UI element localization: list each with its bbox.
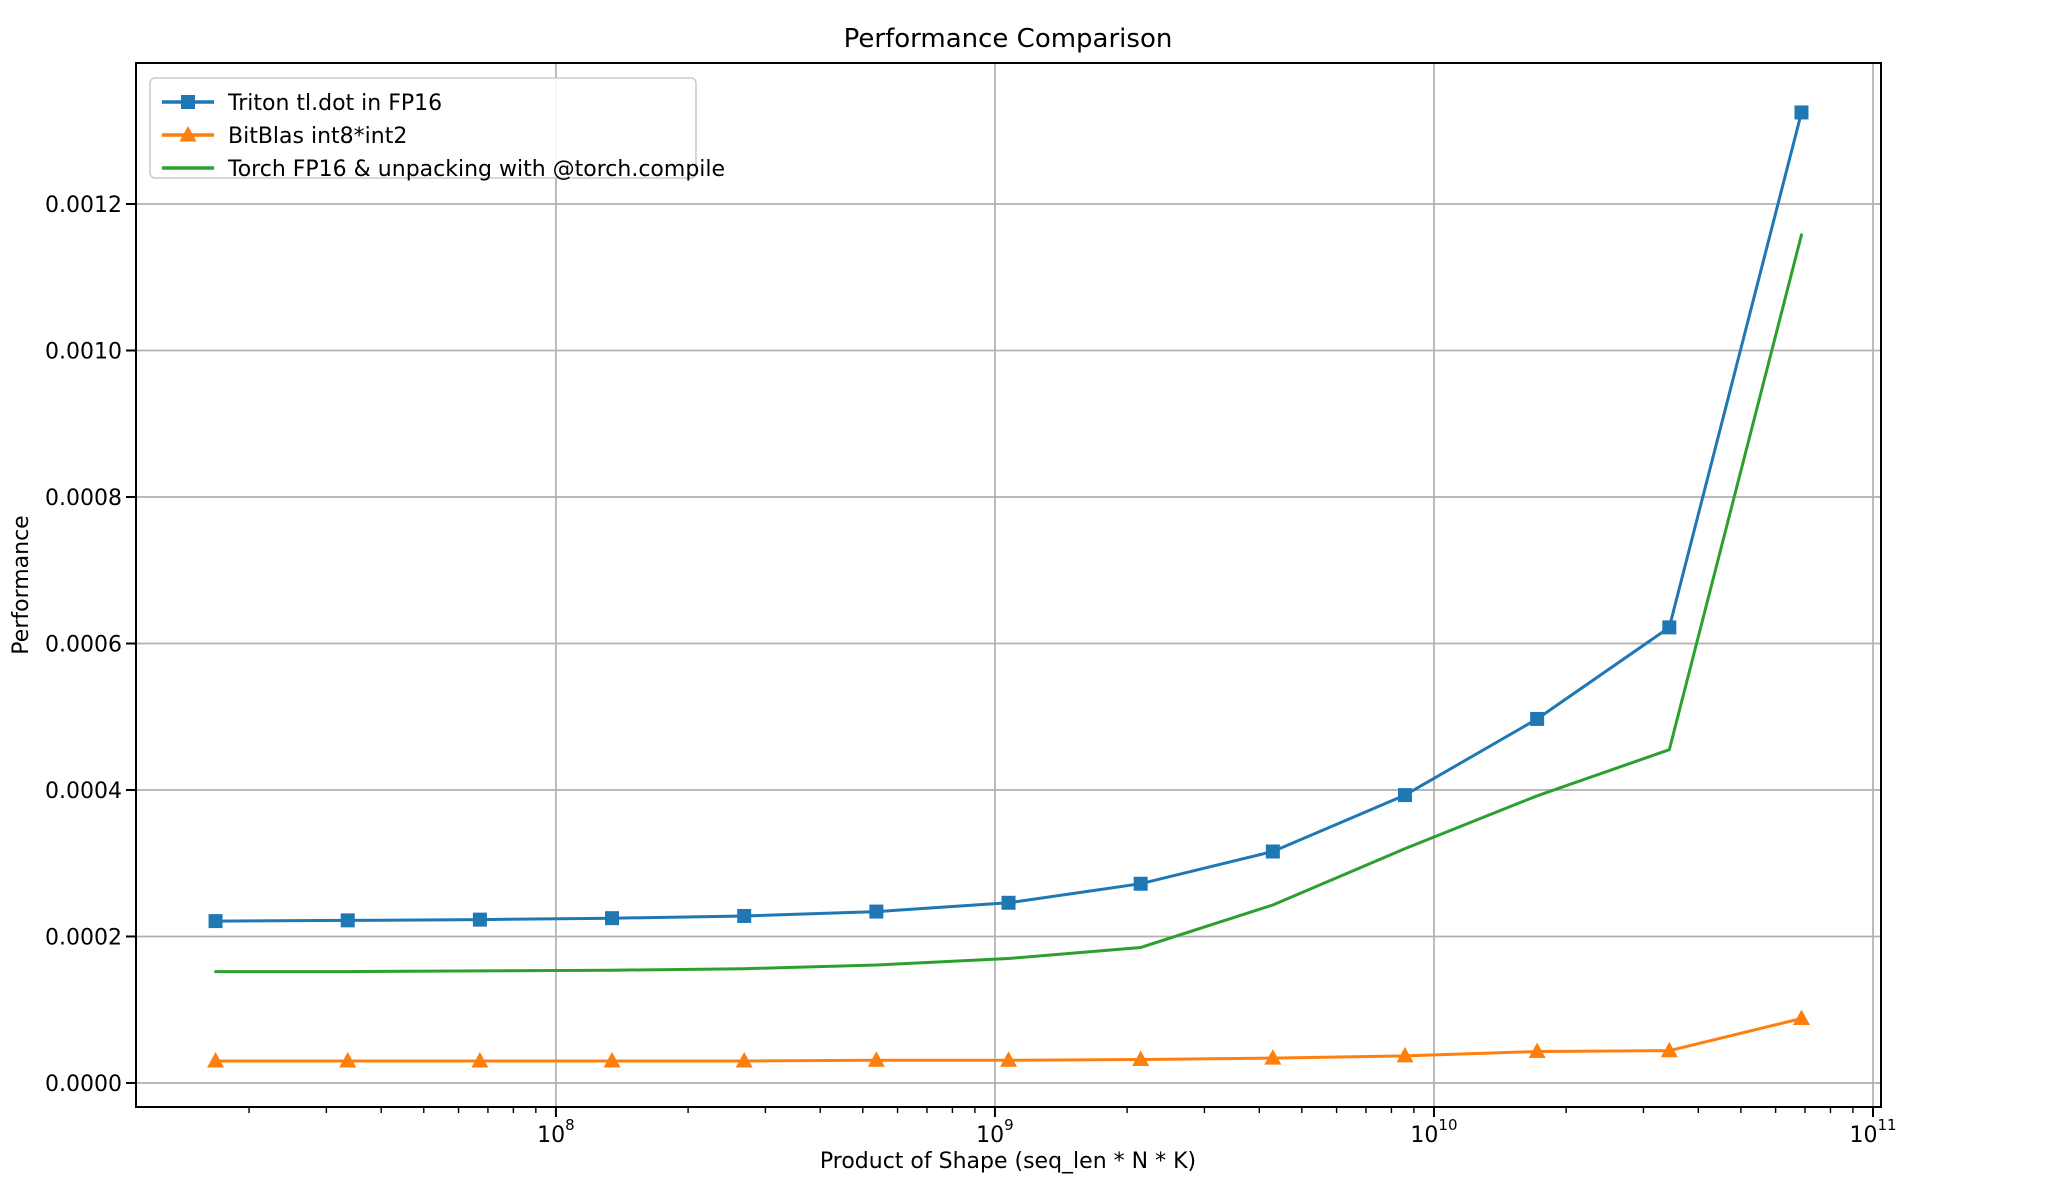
legend-box: [149, 77, 697, 179]
gridlines-layer: [136, 63, 1881, 1107]
data-point-triangle-marker: [1660, 1041, 1678, 1058]
x-tick-label: 108: [537, 1116, 575, 1148]
data-point-square-marker: [1265, 844, 1280, 859]
data-point-triangle-marker: [867, 1051, 885, 1067]
x-axis-label: Product of Shape (seq_len * N * K): [820, 1149, 1196, 1174]
y-tick-label: 0.0002: [45, 925, 122, 950]
data-point-square-marker: [1398, 788, 1413, 803]
legend-square-marker-icon: [181, 95, 195, 109]
data-point-triangle-marker: [339, 1052, 357, 1068]
data-point-triangle-marker: [1396, 1046, 1414, 1063]
data-point-square-marker: [208, 914, 223, 929]
x-tick-label: 109: [976, 1116, 1014, 1148]
data-point-triangle-marker: [1000, 1051, 1018, 1067]
data-point-square-marker: [1794, 105, 1809, 120]
series-line-triton: [214, 110, 1803, 923]
data-point-square-marker: [472, 912, 487, 927]
data-point-triangle-marker: [735, 1052, 753, 1068]
data-point-square-marker: [1001, 895, 1016, 910]
data-point-triangle-marker: [1264, 1049, 1282, 1065]
legend: Triton tl.dot in FP16 BitBlas int8*int2 To…: [149, 77, 725, 182]
data-point-square-marker: [737, 908, 752, 923]
data-point-square-marker: [605, 911, 620, 926]
data-point-triangle-marker: [1528, 1042, 1546, 1058]
data-point-square-marker: [869, 904, 884, 919]
legend-entry-label: Triton tl.dot in FP16: [227, 91, 442, 116]
data-point-triangle-marker: [471, 1052, 489, 1068]
x-tick-label: 1010: [1410, 1116, 1457, 1148]
data-point-square-marker: [340, 913, 355, 928]
y-tick-label: 0.0008: [45, 486, 122, 511]
data-point-square-marker: [1133, 876, 1148, 891]
data-point-triangle-marker: [1132, 1050, 1150, 1067]
data-point-square-marker: [1662, 620, 1677, 635]
legend-entry-label: BitBlas int8*int2: [228, 124, 407, 149]
y-axis-label: Performance: [9, 515, 34, 654]
y-tick-label: 0.0010: [45, 339, 122, 364]
y-tick-label: 0.0004: [45, 779, 122, 804]
data-point-triangle-marker: [207, 1052, 225, 1068]
ticks-layer: 108 109 1010 1011 0.0000 0.0002 0.0004 0.0006 0.…: [45, 193, 1897, 1148]
data-point-square-marker: [1530, 711, 1545, 726]
y-tick-label: 0.0012: [45, 193, 122, 218]
data-point-triangle-marker: [603, 1052, 621, 1068]
y-tick-label: 0.0000: [45, 1072, 122, 1097]
x-tick-label: 1011: [1849, 1116, 1896, 1148]
series-line-torch: [214, 233, 1803, 974]
data-point-triangle-marker: [1792, 1009, 1810, 1026]
chart-title: Performance Comparison: [844, 24, 1173, 54]
y-tick-label: 0.0006: [45, 632, 122, 657]
plot-border-spines: [135, 62, 1882, 1108]
series-layer: [207, 105, 1810, 1068]
legend-entry-label: Torch FP16 & unpacking with @torch.compi…: [227, 157, 725, 182]
legend-triangle-marker-icon: [179, 126, 197, 142]
